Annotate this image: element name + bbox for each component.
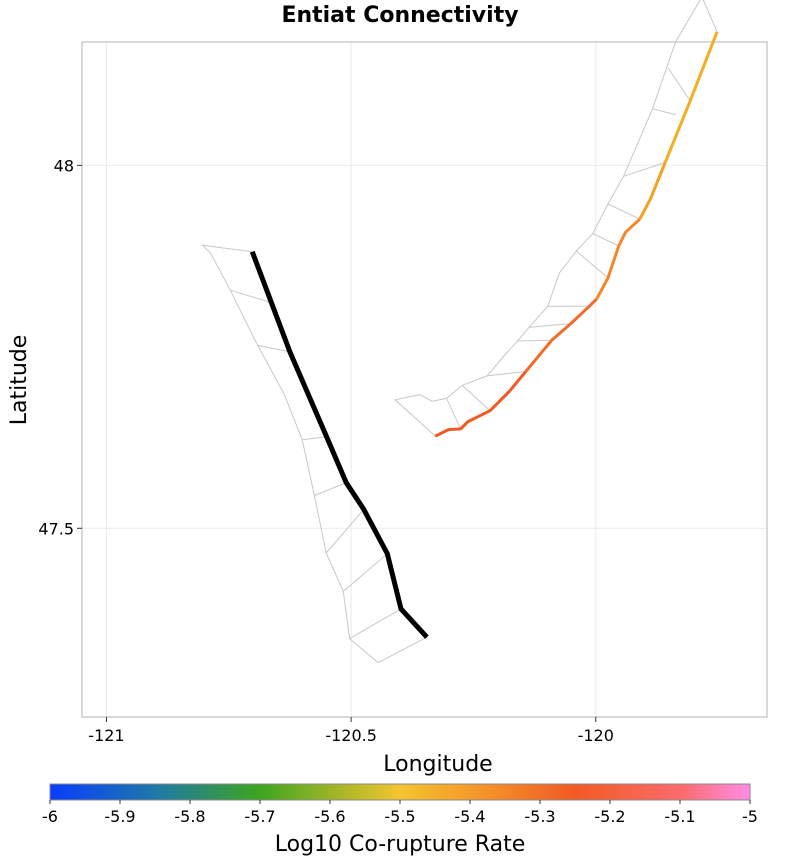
colorbar-tick-label: -5.4 (454, 807, 485, 826)
subsection-divider (623, 162, 666, 177)
fault-trace-5 (663, 31, 719, 164)
x-axis-ticks: -121 -120.5 -120 (88, 717, 614, 745)
fault-trace-1 (434, 370, 527, 438)
colorbar-tick-label: -5 (742, 807, 758, 826)
colorbar-tick-label: -5.3 (524, 807, 555, 826)
y-tick-label: 48 (54, 156, 74, 175)
subsection-divider (325, 509, 365, 554)
fault-trace-0 (249, 250, 429, 639)
plot-panel-border (81, 41, 768, 718)
subsection-divider (487, 371, 526, 377)
subsection-divider (461, 384, 491, 412)
rupture-outline (200, 244, 428, 664)
subsection-divider (446, 398, 462, 430)
subsection-divider (592, 233, 619, 247)
subsection-divider (575, 250, 609, 279)
subsection-divider (230, 289, 272, 304)
colorbar-tick-label: -5.2 (594, 807, 625, 826)
subsection-divider (314, 482, 347, 497)
rupture-outline (394, 0, 718, 437)
colorbar (49, 783, 751, 801)
colorbar-tick-label: -5.5 (384, 807, 415, 826)
colorbar-tick-label: -5.8 (174, 807, 205, 826)
fault-trace-2 (524, 297, 598, 373)
x-axis-title: Longitude (383, 752, 492, 777)
fault-trace-3 (595, 217, 641, 300)
subsection-divider (302, 436, 327, 441)
subsection-divider (667, 67, 691, 102)
fault-trace-4 (638, 161, 667, 220)
colorbar-tick-label: -5.6 (314, 807, 345, 826)
subsection-divider (517, 339, 552, 342)
subsection-divider (342, 553, 388, 592)
subsection-divider (652, 108, 676, 116)
x-tick-label: -120.5 (325, 726, 377, 745)
y-axis-ticks: 47.5 48 (38, 156, 82, 538)
colorbar-tick-label: -5.1 (664, 807, 695, 826)
chart-title: Entiat Connectivity (281, 3, 518, 28)
colorbar-ticks: -6 -5.9 -5.8 -5.7 -5.6 -5.5 -5.4 -5.3 -5.2 -5.1 -5 (42, 800, 758, 826)
y-axis-title: Latitude (7, 335, 32, 426)
y-tick-label: 47.5 (38, 519, 74, 538)
subsection-divider (349, 608, 402, 640)
colorbar-label: Log10 Co-rupture Rate (275, 832, 526, 857)
gridlines (82, 42, 767, 717)
colorbar-tick-label: -5.7 (244, 807, 275, 826)
subsection-divider (257, 344, 290, 353)
x-tick-label: -120 (578, 726, 614, 745)
colorbar-tick-label: -6 (42, 807, 58, 826)
x-tick-label: -121 (88, 726, 124, 745)
fault-traces (249, 31, 719, 639)
subsection-divider (607, 203, 641, 220)
subsection-divider (529, 323, 571, 328)
colorbar-tick-label: -5.9 (104, 807, 135, 826)
